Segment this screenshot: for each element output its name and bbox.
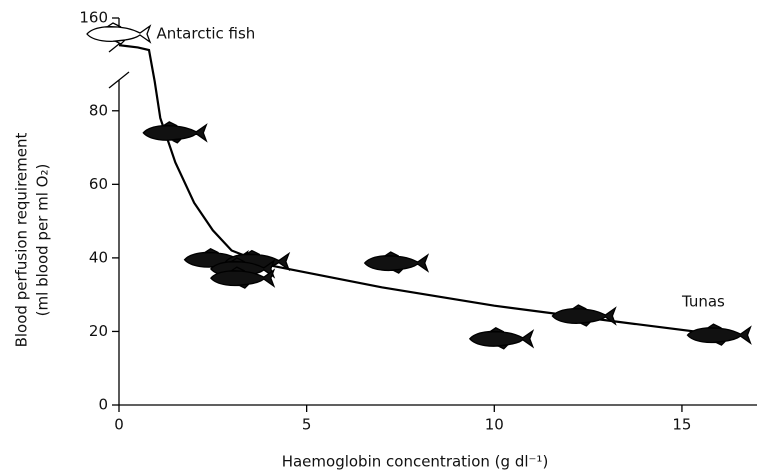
y-tick-label: 60 bbox=[89, 175, 108, 193]
y-axis-label-line: Blood perfusion requirement bbox=[13, 132, 31, 347]
fish-marker bbox=[686, 323, 752, 346]
y-axis-label: Blood perfusion requirement (ml blood pe… bbox=[13, 132, 52, 347]
x-axis-label: Haemoglobin concentration (g dl⁻¹) bbox=[282, 453, 549, 471]
x-tick-label: 10 bbox=[485, 416, 504, 434]
fish-marker bbox=[363, 251, 430, 274]
x-tick-label: 0 bbox=[114, 416, 124, 434]
x-tick-label: 5 bbox=[302, 416, 312, 434]
y-tick-label: 40 bbox=[89, 248, 108, 266]
axis-break bbox=[108, 71, 130, 89]
y-tick-label: 80 bbox=[89, 101, 108, 119]
y-tick-label: 20 bbox=[89, 322, 108, 340]
fish-marker bbox=[86, 22, 152, 45]
y-tick-label: 0 bbox=[98, 396, 108, 414]
fish-marker bbox=[551, 304, 617, 327]
annotation: Tunas bbox=[681, 293, 725, 311]
fish-marker bbox=[209, 266, 276, 289]
fit-curve bbox=[118, 44, 739, 339]
y-tick-label: 160 bbox=[79, 9, 108, 27]
x-tick-label: 15 bbox=[672, 416, 691, 434]
fish-marker bbox=[468, 327, 535, 350]
y-axis-label-line: (ml blood per ml O₂) bbox=[34, 164, 52, 317]
fish-marker bbox=[142, 121, 208, 144]
annotation: Antarctic fish bbox=[157, 25, 256, 43]
